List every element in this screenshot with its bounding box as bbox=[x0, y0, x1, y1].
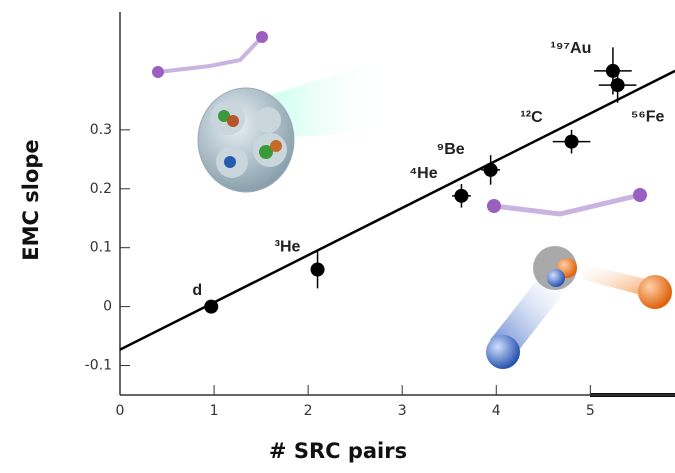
point bbox=[605, 63, 620, 78]
point-label: ⁵⁶Fe bbox=[631, 108, 665, 125]
point bbox=[204, 299, 219, 314]
y-tick-label: 0.3 bbox=[90, 122, 112, 138]
fit-line bbox=[119, 69, 675, 351]
point bbox=[483, 162, 498, 177]
illustration-nucleus bbox=[152, 31, 390, 193]
point-label: ⁹Be bbox=[437, 141, 465, 158]
y-tick-label: -0.1 bbox=[85, 358, 112, 374]
point-label: ⁴He bbox=[409, 165, 437, 182]
x-tick-label: 1 bbox=[210, 403, 219, 419]
point-label: ³He bbox=[275, 239, 301, 256]
x-tick-label: 3 bbox=[398, 403, 407, 419]
point bbox=[564, 134, 579, 149]
x-axis-title: # SRC pairs bbox=[269, 439, 407, 463]
x-tick-label: 4 bbox=[492, 403, 501, 419]
x-tick-label: 2 bbox=[304, 403, 313, 419]
point-label: d bbox=[192, 282, 202, 299]
y-tick-label: 0.2 bbox=[90, 181, 112, 197]
point bbox=[454, 188, 469, 203]
point bbox=[610, 78, 625, 93]
y-tick-label: 0 bbox=[103, 299, 112, 315]
point-label: ¹²C bbox=[520, 109, 543, 126]
x-tick-label: 0 bbox=[116, 403, 125, 419]
point bbox=[310, 262, 325, 277]
x-tick-label: 5 bbox=[586, 403, 595, 419]
y-axis-title: EMC slope bbox=[19, 139, 43, 260]
point-label: ¹⁹⁷Au bbox=[550, 40, 591, 57]
illustration-pair bbox=[486, 188, 672, 369]
y-tick-label: 0.1 bbox=[90, 240, 112, 256]
